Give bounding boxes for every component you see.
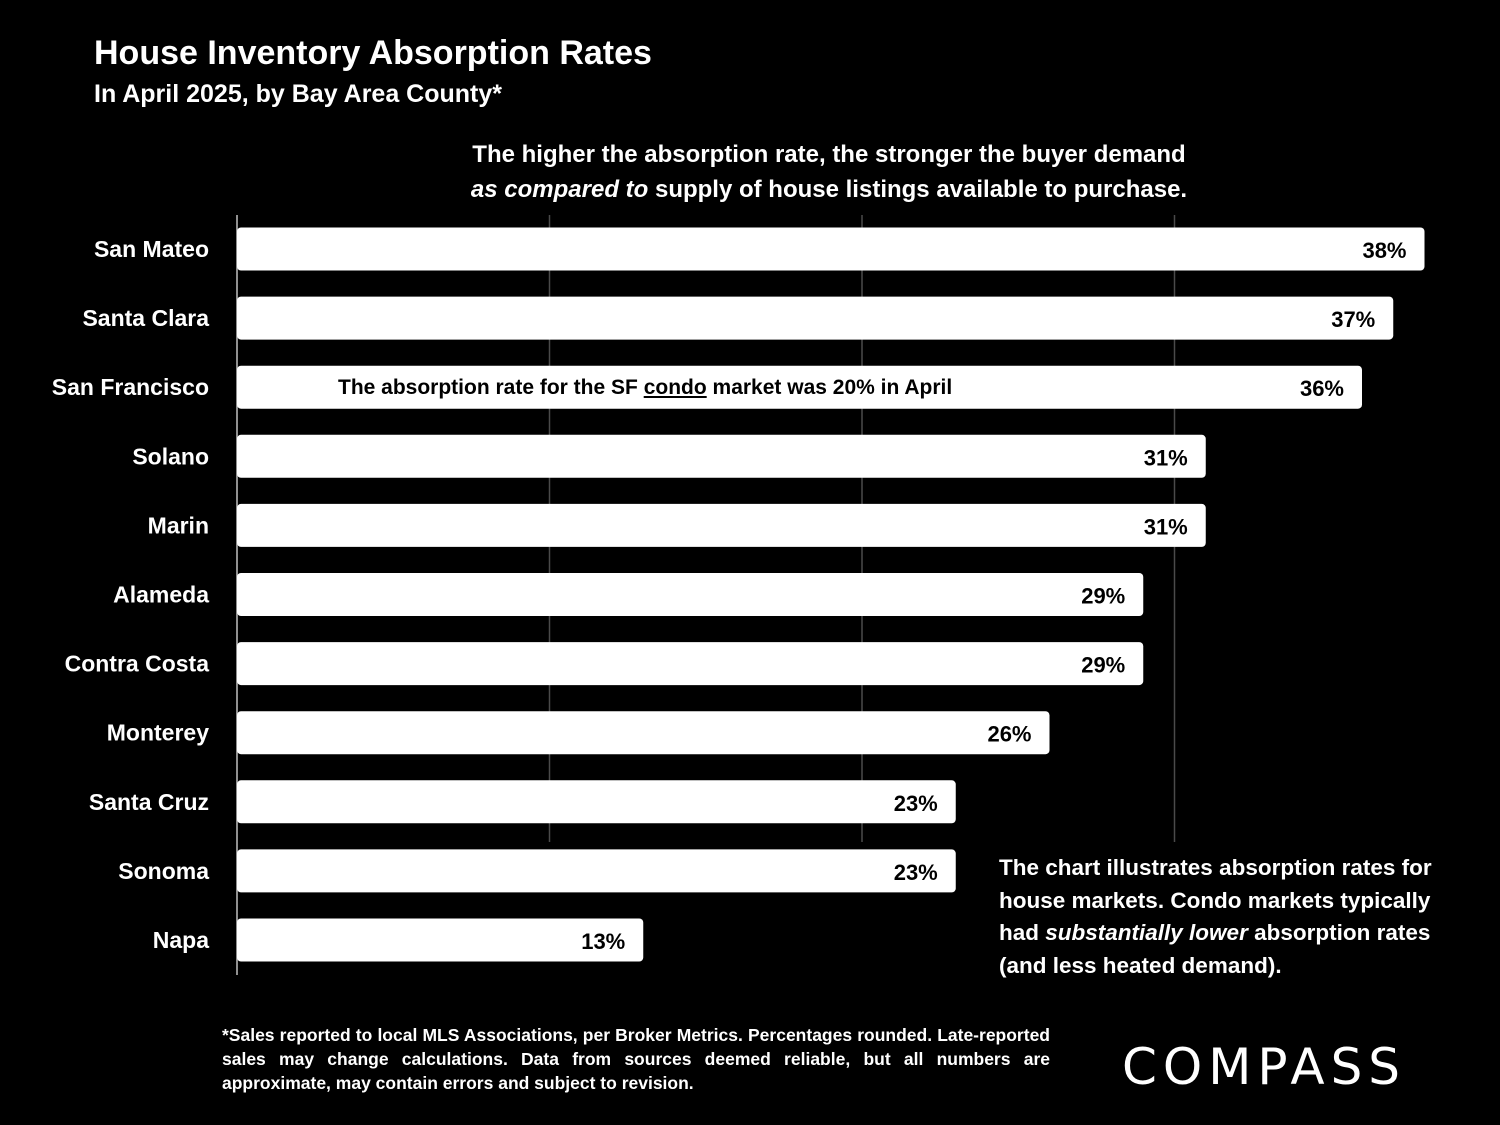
- bar-2: [237, 365, 1362, 409]
- value-label: 23%: [894, 860, 938, 885]
- category-label: Sonoma: [118, 858, 209, 884]
- category-label: San Francisco: [52, 374, 209, 400]
- bottom-annotation-italic: substantially lower: [1045, 920, 1248, 945]
- sf-note-prefix: The absorption rate for the SF: [338, 376, 644, 399]
- bottom-annotation: The chart illustrates absorption rates f…: [999, 852, 1469, 982]
- value-label: 29%: [1081, 584, 1125, 609]
- value-label: 38%: [1362, 238, 1406, 263]
- value-label: 23%: [894, 791, 938, 816]
- category-label: Alameda: [113, 582, 209, 608]
- bar-8: [237, 780, 956, 824]
- bar-1: [237, 296, 1394, 340]
- sf-note-suffix: market was 20% in April: [706, 376, 953, 399]
- bar-9: [237, 849, 956, 893]
- bar-4: [237, 503, 1206, 547]
- category-label: Santa Cruz: [89, 789, 209, 815]
- category-label: Monterey: [107, 720, 209, 746]
- top-annotation-italic: as compared to: [470, 176, 649, 203]
- bar-0: [237, 227, 1425, 271]
- bar-5: [237, 573, 1144, 616]
- category-label: San Mateo: [94, 236, 209, 262]
- value-label: 26%: [987, 722, 1031, 747]
- top-annotation: The higher the absorption rate, the stro…: [400, 137, 1258, 207]
- top-annotation-line2: as compared to supply of house listings …: [400, 172, 1258, 207]
- category-label: Santa Clara: [82, 305, 209, 331]
- value-label: 13%: [581, 929, 625, 954]
- chart-subtitle: In April 2025, by Bay Area County*: [94, 80, 502, 108]
- value-label: 37%: [1331, 307, 1375, 332]
- value-label: 31%: [1144, 445, 1188, 470]
- bar-7: [237, 711, 1050, 755]
- bar-3: [237, 434, 1206, 478]
- category-label: Napa: [153, 927, 209, 953]
- value-label: 31%: [1144, 514, 1188, 539]
- category-label: Marin: [148, 512, 209, 538]
- top-annotation-rest: supply of house listings available to pu…: [648, 176, 1188, 203]
- bar-6: [237, 642, 1144, 686]
- chart-title: House Inventory Absorption Rates: [94, 34, 652, 72]
- sf-note-underlined: condo: [643, 376, 707, 399]
- bottom-annotation-part2: absorption rates (and less heated demand…: [999, 920, 1431, 978]
- value-label: 29%: [1081, 653, 1125, 678]
- value-label: 36%: [1300, 376, 1344, 401]
- top-annotation-line1: The higher the absorption rate, the stro…: [472, 141, 1186, 168]
- category-label: Contra Costa: [65, 651, 210, 677]
- footnote: *Sales reported to local MLS Association…: [222, 1025, 1050, 1093]
- sf-condo-note: The absorption rate for the SF condo mar…: [338, 376, 952, 400]
- bar-10: [237, 918, 644, 962]
- category-label: Solano: [132, 443, 209, 469]
- bottom-annotation-part1: The chart illustrates absorption rates f…: [999, 855, 1432, 945]
- compass-logo: COMPASS: [1122, 1038, 1407, 1096]
